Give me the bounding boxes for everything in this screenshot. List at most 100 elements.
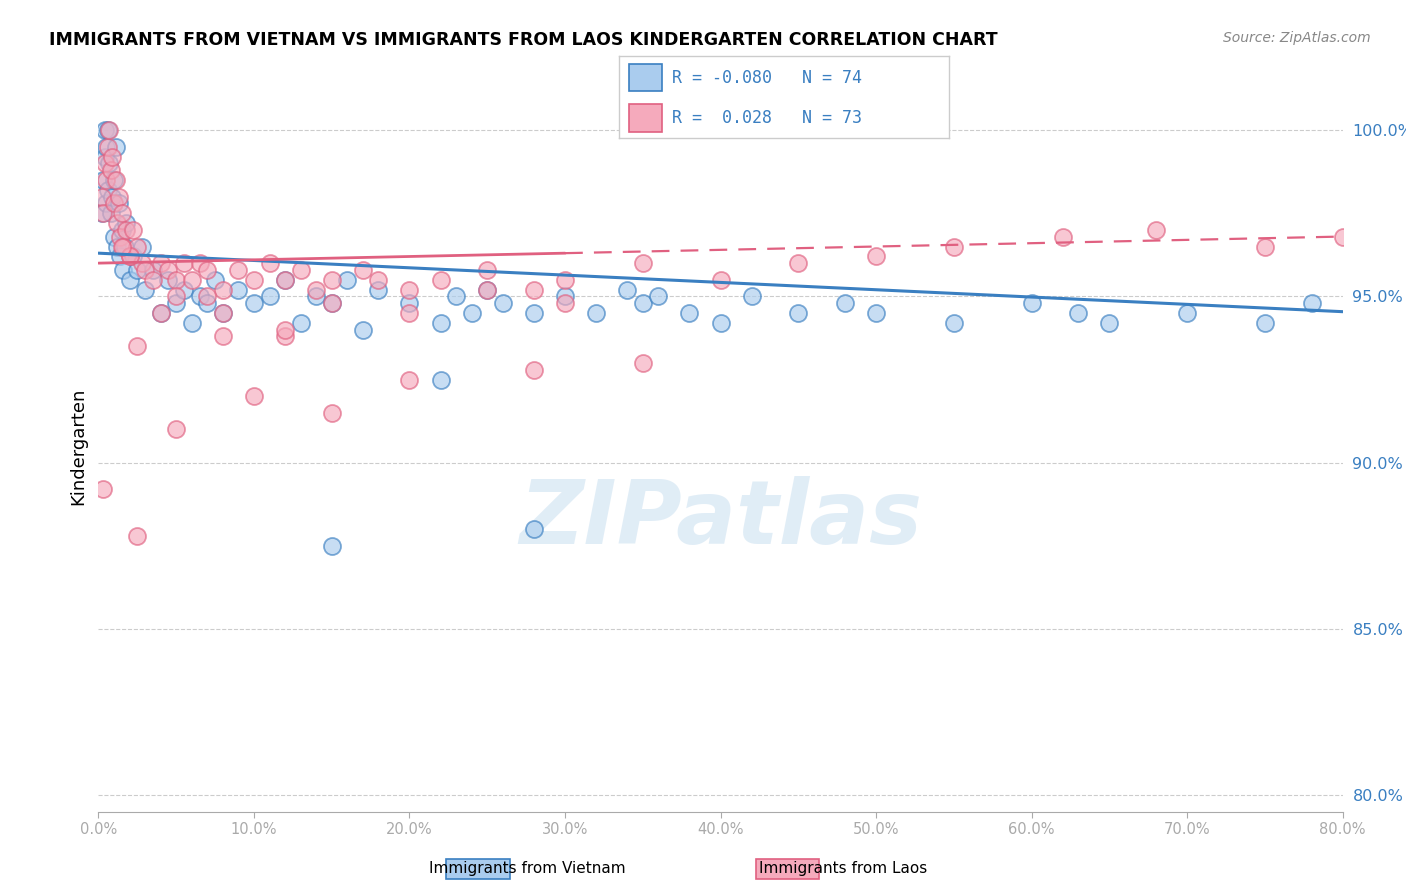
Point: [616, 283, 638, 297]
Point: [90, 206, 112, 220]
Point: [492, 296, 515, 310]
Point: [107, 196, 129, 211]
Point: [477, 262, 499, 277]
Point: [228, 283, 250, 297]
Text: R = -0.080   N = 74: R = -0.080 N = 74: [672, 69, 862, 87]
Point: [131, 256, 153, 270]
Point: [321, 273, 343, 287]
Point: [149, 256, 172, 270]
Point: [134, 262, 156, 277]
Point: [865, 250, 887, 264]
Point: [367, 283, 389, 297]
Point: [180, 273, 202, 287]
Point: [112, 239, 135, 253]
Point: [108, 250, 131, 264]
Point: [173, 256, 195, 270]
Point: [228, 262, 250, 277]
Point: [444, 289, 467, 303]
Point: [523, 362, 546, 376]
Point: [429, 372, 451, 386]
Point: [942, 239, 965, 253]
Point: [97, 140, 120, 154]
Point: [91, 173, 114, 187]
Point: [173, 283, 195, 297]
Point: [211, 283, 233, 297]
Point: [107, 189, 129, 203]
Point: [96, 196, 118, 211]
Point: [105, 216, 128, 230]
Point: [647, 289, 669, 303]
Point: [127, 262, 149, 277]
Point: [523, 306, 546, 320]
Point: [321, 539, 343, 553]
Point: [942, 316, 965, 330]
Point: [97, 123, 120, 137]
Point: [91, 206, 114, 220]
Point: [398, 296, 420, 310]
Point: [188, 256, 211, 270]
Point: [127, 339, 149, 353]
Point: [1254, 316, 1277, 330]
Point: [274, 273, 297, 287]
Point: [108, 229, 131, 244]
Point: [97, 183, 120, 197]
Point: [1067, 306, 1090, 320]
Point: [101, 189, 124, 203]
Point: [142, 273, 165, 287]
Point: [188, 289, 211, 303]
Point: [554, 273, 576, 287]
Point: [118, 250, 141, 264]
Bar: [628, 63, 662, 92]
Point: [631, 296, 654, 310]
Bar: [447, 859, 509, 879]
Point: [398, 283, 420, 297]
Y-axis label: Kindergarten: Kindergarten: [69, 387, 87, 505]
Point: [1331, 229, 1354, 244]
Point: [211, 306, 233, 320]
Point: [274, 273, 297, 287]
Point: [429, 316, 451, 330]
Point: [103, 196, 125, 211]
Point: [398, 372, 420, 386]
Point: [103, 229, 125, 244]
Point: [865, 306, 887, 320]
Point: [112, 262, 135, 277]
Point: [180, 316, 202, 330]
Point: [93, 156, 115, 170]
Point: [121, 250, 143, 264]
Point: [104, 140, 127, 154]
Point: [477, 283, 499, 297]
Point: [367, 273, 389, 287]
Point: [787, 306, 810, 320]
Point: [290, 316, 312, 330]
Text: Source: ZipAtlas.com: Source: ZipAtlas.com: [1223, 31, 1371, 45]
Point: [290, 262, 312, 277]
Point: [105, 239, 128, 253]
Point: [100, 163, 122, 178]
Point: [710, 273, 733, 287]
Point: [149, 306, 172, 320]
Point: [305, 289, 328, 303]
Point: [477, 283, 499, 297]
Point: [631, 356, 654, 370]
Point: [103, 173, 125, 187]
Point: [336, 273, 359, 287]
Point: [165, 289, 187, 303]
Point: [98, 156, 121, 170]
Point: [274, 329, 297, 343]
Point: [523, 522, 546, 536]
Point: [134, 283, 156, 297]
Point: [1098, 316, 1121, 330]
Bar: [756, 859, 820, 879]
Point: [211, 329, 233, 343]
Point: [96, 140, 118, 154]
Point: [204, 273, 226, 287]
Text: IMMIGRANTS FROM VIETNAM VS IMMIGRANTS FROM LAOS KINDERGARTEN CORRELATION CHART: IMMIGRANTS FROM VIETNAM VS IMMIGRANTS FR…: [49, 31, 998, 49]
Point: [710, 316, 733, 330]
Point: [305, 283, 328, 297]
Text: Immigrants from Vietnam: Immigrants from Vietnam: [429, 862, 626, 876]
Point: [115, 216, 138, 230]
Point: [127, 239, 149, 253]
Point: [398, 306, 420, 320]
Point: [834, 296, 856, 310]
